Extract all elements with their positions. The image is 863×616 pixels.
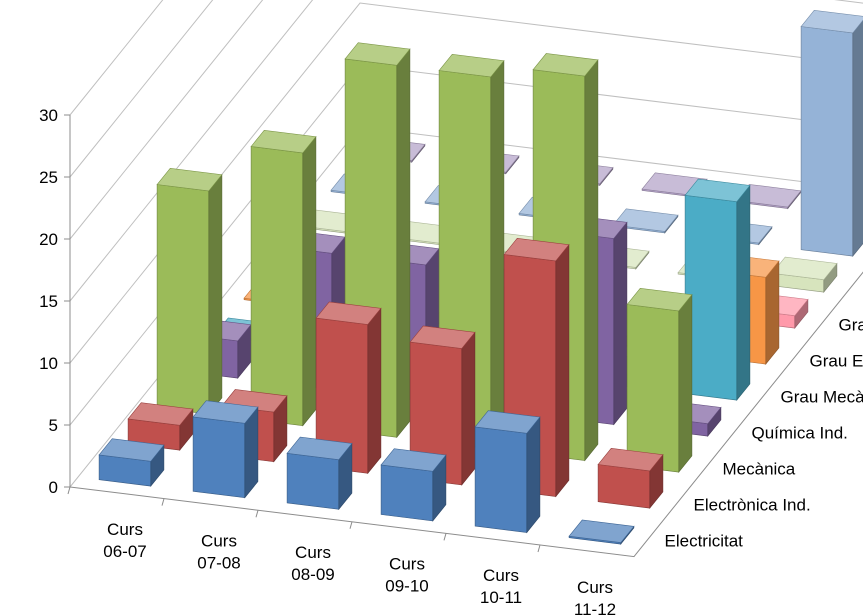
bar-top: [127, 402, 194, 426]
bar-electricitat-1: [192, 400, 259, 499]
x-axis-labels: Curs 06-07 Curs 07-08 Curs 08-09 Curs 09-10 Curs…: [67, 486, 616, 616]
series-label: Química Ind.: [752, 424, 848, 443]
bar-top: [800, 9, 863, 34]
bar-side: [490, 59, 505, 450]
bar-top: [315, 301, 382, 325]
bar-side: [613, 221, 628, 426]
bar-front: [286, 452, 340, 510]
y-tick-label: 20: [39, 230, 58, 249]
floor-edges: [69, 271, 863, 558]
bar-top: [597, 447, 664, 472]
gridline-20: [69, 0, 264, 240]
y-tick-label: 10: [39, 354, 58, 373]
bar-top: [771, 256, 838, 281]
bar-front: [626, 304, 680, 473]
bar-top: [286, 436, 353, 461]
bar-electricitat-5: [568, 519, 635, 545]
bar-side: [765, 260, 780, 365]
bar-side: [852, 19, 863, 257]
bar-side: [736, 184, 751, 401]
bar-top: [568, 519, 635, 543]
y-tick-label: 25: [39, 168, 58, 187]
bar-top: [156, 167, 223, 192]
series-label: Electricitat: [665, 532, 744, 551]
bar-side: [526, 416, 541, 534]
x-tick-label: Curs 07-08: [197, 531, 240, 572]
bar-grau-energia-5: [800, 9, 863, 257]
bar-top: [532, 53, 599, 77]
series-label: Grau EIA: [839, 316, 863, 335]
bar-front: [250, 146, 304, 427]
bar-mec-nica-5: [626, 287, 693, 473]
bar-side: [584, 59, 599, 462]
x-tick-mark: [67, 486, 71, 495]
bar-top: [98, 438, 165, 462]
series-label: Mecànica: [723, 460, 796, 479]
bars: [98, 9, 863, 545]
y-tick-label: 30: [39, 106, 58, 125]
bar-grau-qu-mica-5: [771, 256, 838, 293]
bar-front: [380, 464, 434, 522]
bar-front: [684, 194, 738, 401]
x-tick-label: Curs 09-10: [385, 555, 428, 596]
bar-side: [461, 331, 476, 486]
x-tick-label: Curs 11-12: [574, 578, 616, 616]
bar-front: [474, 426, 528, 533]
y-tick-label: 5: [49, 416, 58, 435]
bar-side: [302, 135, 317, 427]
y-tick-label: 15: [39, 292, 58, 311]
bar-mec-nica-1: [250, 129, 317, 427]
x-tick-label: Curs 10-11: [480, 566, 522, 607]
x-tick-mark: [161, 498, 165, 506]
bar-top: [612, 208, 679, 232]
bar-electricitat-2: [286, 436, 353, 511]
bar-top: [684, 178, 751, 203]
x-tick-mark: [443, 533, 447, 541]
x-tick-label: Curs 06-07: [103, 520, 146, 561]
bar-electr-nica-ind--2: [315, 301, 382, 475]
bar-electr-nica-ind--5: [597, 447, 664, 509]
bar-top: [409, 325, 476, 349]
bar-top: [380, 448, 447, 472]
x-tick-mark: [255, 510, 259, 518]
series-label: Grau Mecànica: [781, 388, 863, 407]
bar-front: [800, 26, 854, 257]
bar-side: [555, 243, 570, 498]
bar-top: [250, 129, 317, 154]
bar-front: [597, 464, 651, 509]
bar-electricitat-0: [98, 438, 165, 487]
x-tick-mark: [349, 521, 353, 529]
x-tick-label: Curs 08-09: [291, 543, 334, 584]
bar-side: [208, 173, 223, 415]
bar-top: [438, 53, 505, 78]
bar-front: [192, 416, 246, 499]
x-tick-mark: [537, 544, 541, 553]
bar-side: [396, 48, 411, 439]
series-label: Grau Electricitat: [810, 352, 863, 371]
bar-electr-nica-ind--3: [409, 325, 476, 486]
bar-front: [156, 184, 210, 415]
bar-top: [474, 410, 541, 434]
gridline-25: [69, 0, 214, 178]
bar-electricitat-3: [380, 448, 447, 522]
bar-top: [344, 42, 411, 66]
bar-side: [678, 293, 693, 473]
y-tick-label: 0: [49, 478, 58, 497]
bar-top: [192, 400, 259, 424]
bar-mec-nica-0: [156, 167, 223, 415]
y-axis-labels: 0 5 10 15 20 25 30: [39, 106, 70, 497]
bar-side: [367, 307, 382, 475]
series-label: Electrònica Ind.: [694, 496, 811, 515]
bar-top: [503, 237, 570, 262]
bar-electricitat-4: [474, 410, 541, 534]
series-axis-labels: Electricitat Electrònica Ind. Mecànica Quím…: [665, 316, 863, 551]
bar-grau-mec-nica-5: [684, 178, 751, 401]
bar-grau-energia-3: [612, 208, 679, 234]
bar-top: [626, 287, 693, 312]
